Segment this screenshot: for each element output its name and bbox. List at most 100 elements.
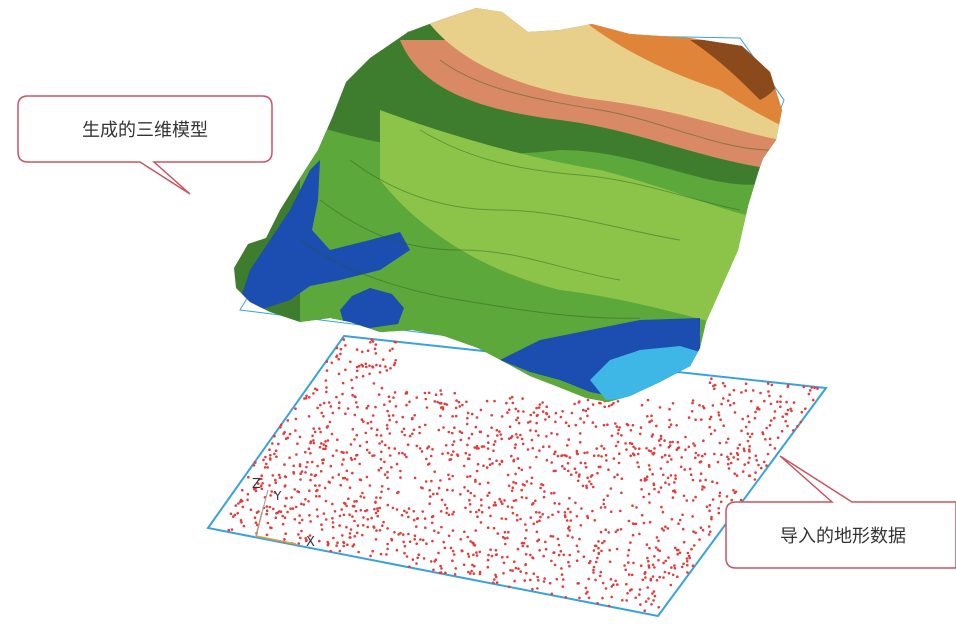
terrain-point [463,530,466,534]
terrain-point [513,446,517,450]
terrain-point [773,447,777,450]
terrain-point [320,523,323,526]
terrain-point [439,510,443,513]
terrain-point [800,410,804,414]
terrain-point [451,489,454,492]
terrain-point [376,509,380,513]
terrain-point [439,414,442,418]
terrain-point [593,519,597,522]
terrain-point [662,561,665,565]
terrain-point [492,504,496,507]
terrain-point [464,451,468,455]
terrain-point [231,515,235,518]
terrain-point [373,347,377,351]
terrain-point [337,473,341,476]
terrain-point [524,537,527,540]
terrain-point [269,494,272,497]
terrain-point [717,511,721,515]
terrain-point [726,399,730,403]
terrain-point [536,539,539,543]
terrain-point [691,499,695,502]
terrain-point [700,418,703,421]
terrain-point [424,526,427,529]
terrain-point [512,480,515,484]
terrain-point [429,560,433,563]
terrain-point [324,379,328,382]
terrain-point [252,464,256,467]
terrain-point [437,486,441,490]
terrain-point [662,576,665,579]
terrain-point [339,352,342,356]
terrain-point [474,478,477,482]
terrain-point [524,523,527,526]
terrain-point [723,384,727,388]
terrain-point [587,596,591,600]
terrain-point [355,433,359,437]
terrain-point [625,599,628,602]
terrain-point [375,363,378,367]
terrain-point [506,473,510,477]
terrain-point [500,517,504,520]
terrain-point [664,559,667,563]
terrain-point [341,534,344,537]
terrain-point [615,547,619,551]
terrain-point [601,581,605,585]
terrain-point [433,470,437,474]
terrain-point [659,443,662,447]
terrain-point [648,546,651,550]
terrain-point [312,427,316,430]
terrain-point [418,447,422,450]
terrain-point [717,414,721,417]
terrain-point [325,369,329,372]
terrain-point [655,579,659,582]
terrain-point [529,578,532,582]
terrain-point [614,422,617,425]
terrain-point [561,585,565,588]
data-callout: 导入的地形数据 [725,455,956,569]
terrain-point [371,366,375,369]
terrain-point [439,479,442,482]
terrain-point [240,488,244,492]
terrain-point [289,507,292,510]
terrain-point [786,424,789,428]
terrain-point [694,456,697,460]
terrain-point [514,499,518,502]
terrain-point [304,471,307,474]
terrain-point [582,421,586,424]
terrain-point [779,400,782,404]
terrain-point [441,452,444,456]
terrain-point [627,519,631,523]
terrain-point [578,537,581,541]
terrain-point [575,544,579,548]
terrain-point [268,448,271,452]
terrain-point [227,528,231,532]
terrain-point [566,469,570,473]
terrain-point [283,431,286,434]
terrain-point [567,560,570,564]
terrain-point [692,442,695,445]
terrain-point [504,517,508,521]
terrain-point [415,542,419,545]
terrain-point [784,419,787,423]
terrain-point [573,467,577,471]
terrain-point [507,530,510,534]
terrain-point [677,522,680,525]
terrain-point [464,506,467,510]
terrain-point [674,477,677,480]
terrain-point [412,428,416,432]
terrain-point [386,427,389,430]
terrain-point [597,465,601,469]
terrain-point [529,553,532,557]
terrain-point [769,419,773,422]
terrain-point [687,416,691,419]
terrain-point [542,580,546,583]
terrain-point [513,579,516,583]
terrain-point [310,473,313,476]
terrain-point [277,442,280,446]
terrain-point [324,499,328,503]
terrain-point [522,541,526,545]
terrain-point [298,521,301,525]
terrain-point [308,534,312,537]
terrain-point [378,371,382,374]
terrain-point [566,444,569,447]
